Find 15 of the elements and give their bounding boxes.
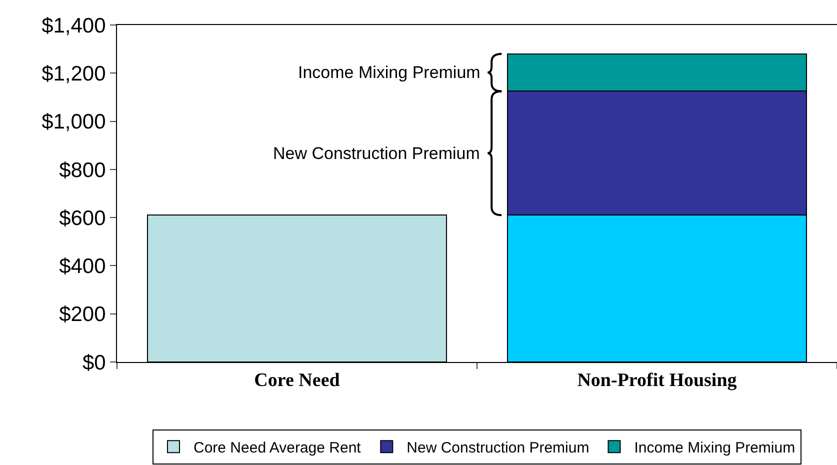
x-tick-label: Core Need [254, 370, 340, 391]
legend-label: Core Need Average Rent [194, 440, 362, 456]
y-tick-label: $600 [59, 206, 106, 230]
y-tick-label: $800 [59, 158, 106, 182]
legend-label: New Construction Premium [406, 440, 590, 456]
y-tick-label: $200 [59, 303, 106, 326]
annotation: New Construction Premium [273, 144, 480, 163]
y-tick-label: $1,000 [42, 110, 106, 134]
y-tick-label: $0 [82, 351, 106, 374]
x-tick-label: Non-Profit Housing [577, 370, 738, 391]
annotation: Income Mixing Premium [298, 63, 480, 82]
y-tick-label: $400 [59, 255, 106, 278]
y-tick-label: $1,400 [42, 14, 106, 38]
legend-label: Income Mixing Premium [634, 440, 796, 456]
y-tick-label: $1,200 [42, 62, 106, 86]
